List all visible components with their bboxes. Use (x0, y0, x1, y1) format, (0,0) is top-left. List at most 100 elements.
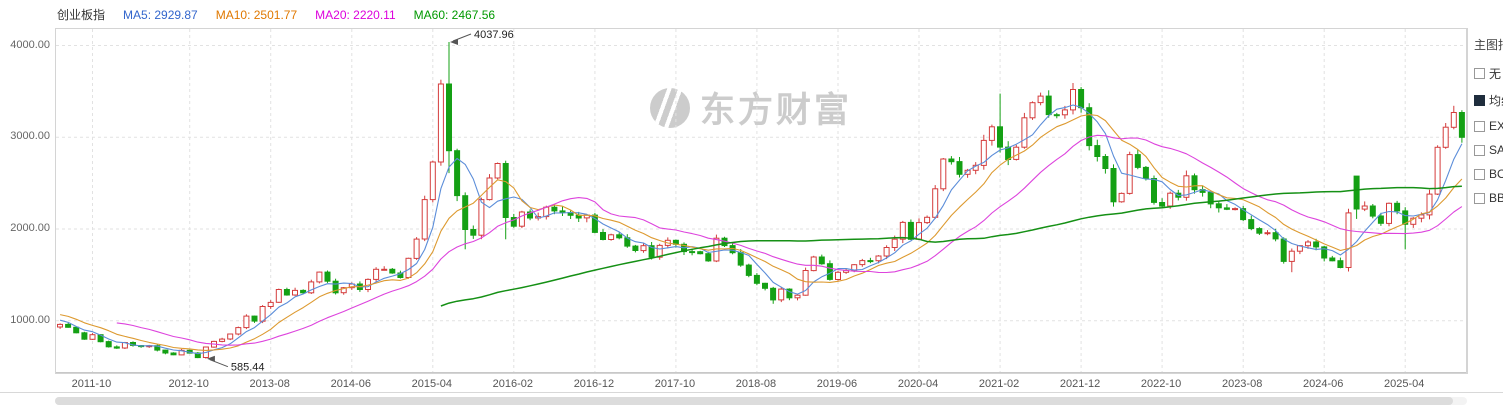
candle[interactable] (510, 217, 517, 227)
candle[interactable] (324, 271, 331, 282)
candle[interactable] (219, 338, 226, 342)
checkbox-icon[interactable] (1474, 168, 1485, 180)
candle[interactable] (494, 163, 501, 179)
scrollbar-thumb[interactable] (55, 397, 1453, 405)
candle[interactable] (502, 163, 509, 218)
checkbox-icon[interactable] (1474, 68, 1485, 79)
candle[interactable] (1305, 241, 1311, 247)
candle[interactable] (1037, 95, 1044, 104)
candle[interactable] (1313, 241, 1320, 248)
candle[interactable] (316, 271, 323, 283)
candle[interactable] (1337, 260, 1344, 268)
candle[interactable] (518, 211, 525, 227)
candle[interactable] (826, 263, 833, 280)
candle[interactable] (1321, 246, 1328, 259)
candle[interactable] (486, 177, 493, 201)
candle[interactable] (462, 195, 469, 230)
candle[interactable] (113, 346, 120, 349)
candle[interactable] (1151, 178, 1157, 203)
checkbox-checked-icon[interactable] (1474, 95, 1485, 106)
candle[interactable] (1329, 257, 1336, 262)
candle[interactable] (89, 334, 96, 340)
candle[interactable] (1240, 208, 1247, 221)
candle[interactable] (65, 323, 72, 328)
candle[interactable] (875, 255, 882, 262)
candle[interactable] (1288, 250, 1295, 262)
candle[interactable] (1086, 107, 1093, 147)
indicator-option-BBI[interactable]: BBI (1474, 191, 1503, 205)
candle[interactable] (1434, 146, 1441, 195)
candle[interactable] (478, 199, 485, 236)
candle[interactable] (737, 252, 744, 266)
candle[interactable] (421, 199, 428, 240)
candle[interactable] (1232, 208, 1238, 211)
candle[interactable] (697, 251, 704, 255)
candle[interactable] (745, 264, 752, 276)
candle[interactable] (437, 83, 444, 163)
candle[interactable] (932, 188, 939, 218)
candle[interactable] (194, 352, 201, 359)
candle[interactable] (1045, 95, 1052, 116)
candle[interactable] (705, 253, 712, 262)
candle[interactable] (235, 327, 242, 335)
candle[interactable] (1442, 126, 1449, 148)
candle[interactable] (73, 326, 80, 334)
candle[interactable] (446, 83, 452, 152)
candle[interactable] (1223, 207, 1230, 210)
checkbox-icon[interactable] (1474, 120, 1485, 132)
plot-area[interactable]: 4037.96 585.44 (55, 28, 1467, 374)
candle[interactable] (1264, 232, 1271, 235)
indicator-option-SAR[interactable]: SAR (1474, 143, 1503, 157)
candle[interactable] (1005, 146, 1012, 160)
candle[interactable] (413, 238, 420, 259)
candle[interactable] (275, 289, 282, 303)
candle[interactable] (640, 245, 647, 252)
candle[interactable] (689, 251, 696, 254)
candle[interactable] (762, 282, 768, 289)
candle[interactable] (1013, 146, 1020, 160)
candle[interactable] (1053, 114, 1060, 117)
candle[interactable] (924, 216, 931, 224)
candle[interactable] (940, 158, 947, 190)
candle[interactable] (1418, 214, 1425, 219)
candle[interactable] (527, 211, 533, 219)
candle[interactable] (1394, 202, 1401, 212)
candle[interactable] (1126, 154, 1133, 194)
checkbox-icon[interactable] (1474, 144, 1485, 156)
candle[interactable] (267, 301, 274, 307)
candle[interactable] (632, 245, 639, 252)
candle[interactable] (1386, 202, 1392, 224)
candle[interactable] (1029, 102, 1036, 119)
candle[interactable] (648, 245, 655, 258)
candle[interactable] (810, 256, 817, 272)
candle[interactable] (1450, 112, 1457, 128)
candle[interactable] (859, 260, 866, 266)
candle[interactable] (1078, 89, 1085, 109)
candle[interactable] (1159, 202, 1166, 207)
candle[interactable] (835, 271, 841, 281)
candle[interactable] (454, 150, 461, 197)
candle[interactable] (616, 234, 623, 239)
indicator-option-无[interactable]: 无 (1474, 65, 1503, 82)
candle[interactable] (916, 222, 922, 240)
candle[interactable] (980, 139, 987, 166)
candle[interactable] (1191, 175, 1198, 191)
candle[interactable] (397, 272, 404, 278)
candle[interactable] (1118, 192, 1125, 203)
candle[interactable] (1377, 215, 1384, 224)
candle[interactable] (1102, 156, 1109, 169)
candle[interactable] (1021, 117, 1028, 148)
candle[interactable] (818, 256, 825, 265)
candle[interactable] (786, 288, 793, 299)
candle[interactable] (1272, 232, 1279, 240)
candle[interactable] (283, 289, 290, 296)
candle[interactable] (292, 289, 298, 296)
candle[interactable] (1369, 205, 1376, 217)
candle[interactable] (170, 352, 177, 356)
candle[interactable] (867, 260, 874, 263)
candle[interactable] (1345, 212, 1352, 268)
candle[interactable] (429, 161, 436, 201)
candle[interactable] (1256, 228, 1263, 234)
candle[interactable] (551, 206, 558, 212)
candle[interactable] (300, 289, 307, 294)
